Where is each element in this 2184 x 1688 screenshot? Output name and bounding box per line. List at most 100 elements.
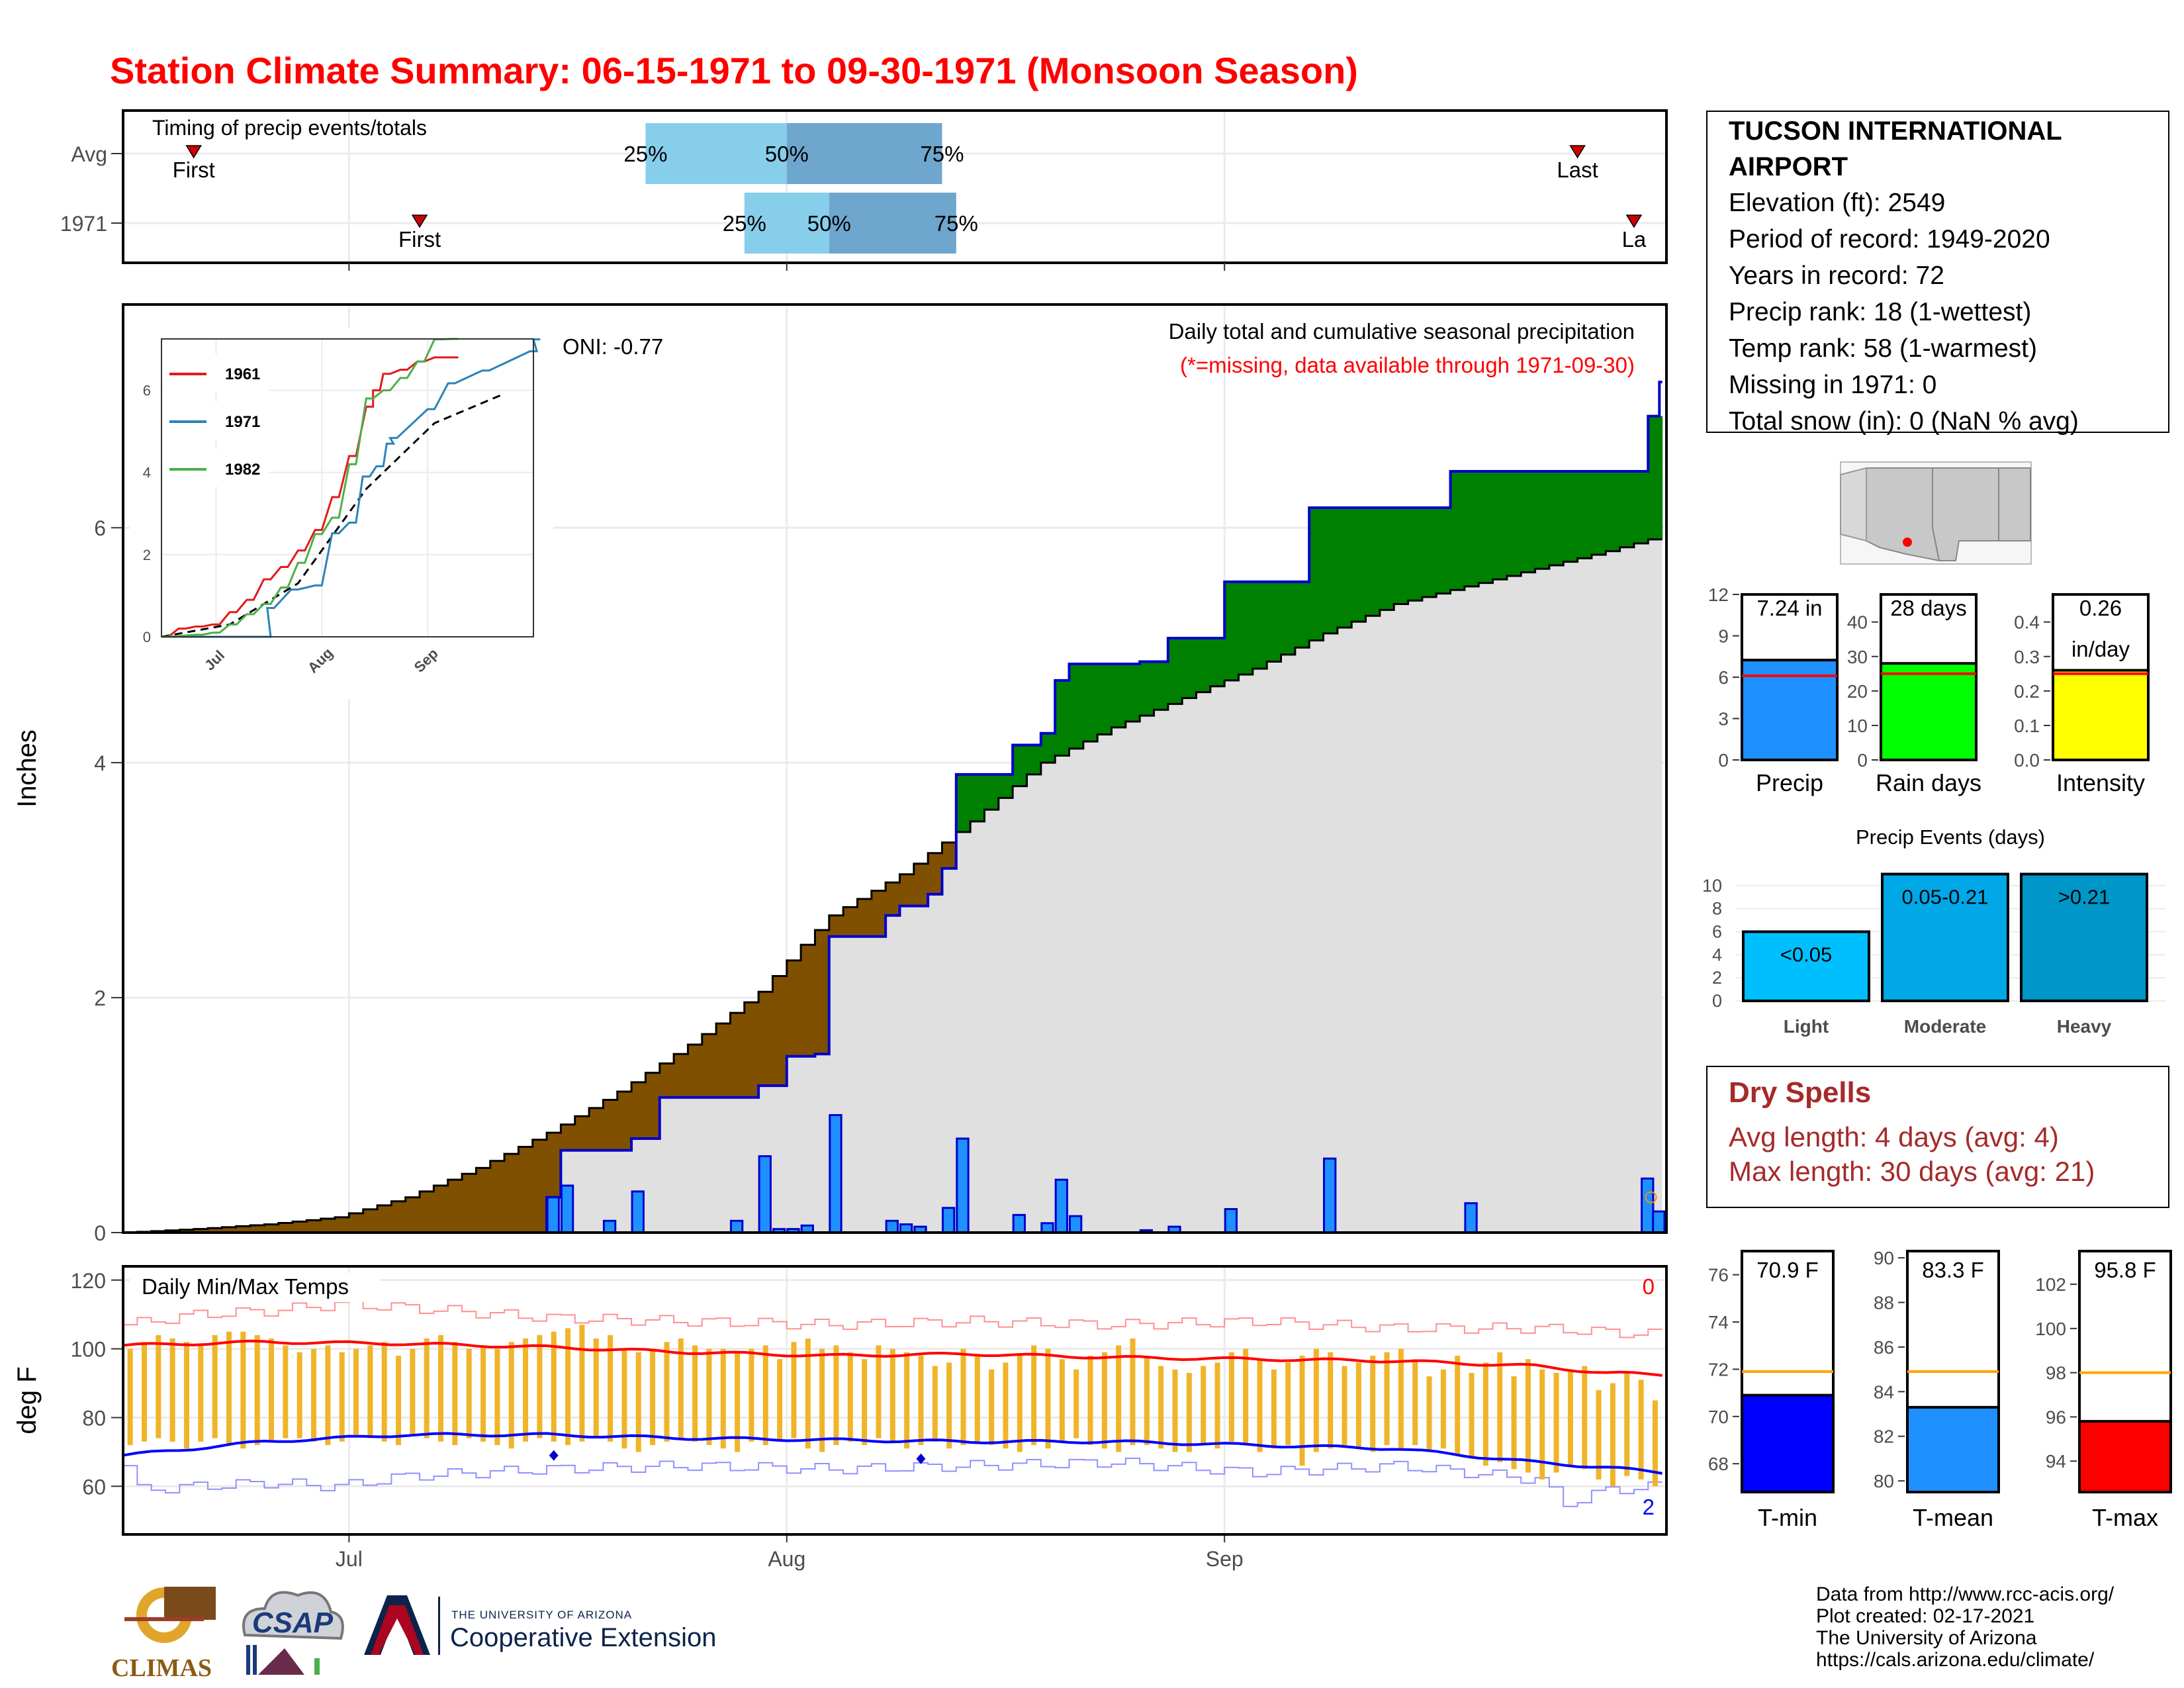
above-average-fill <box>1026 745 1034 774</box>
observed-cumulative-line <box>123 381 1662 1234</box>
summary-category-label: Precip <box>1756 769 1823 796</box>
below-average-fill <box>688 1045 696 1098</box>
daily-temp-bar <box>480 1345 486 1442</box>
daily-temp-bar <box>1582 1366 1588 1470</box>
below-average-fill <box>928 853 936 894</box>
climas-logo: CLIMAS <box>111 1579 217 1682</box>
summary-unit-label: in/day <box>2071 637 2130 661</box>
above-average-fill <box>1005 774 1013 798</box>
daily-temp-bar <box>1440 1369 1446 1449</box>
daily-temp-bar <box>523 1338 529 1442</box>
below-average-fill <box>222 1227 230 1233</box>
temp-summary-y-tick-label: 94 <box>2046 1451 2066 1472</box>
above-average-fill <box>1259 581 1267 669</box>
daily-temp-bar <box>1101 1352 1107 1449</box>
timing-pct-label: 25% <box>723 211 766 236</box>
below-average-fill <box>949 842 957 868</box>
below-average-fill <box>278 1223 286 1233</box>
below-average-fill <box>751 1002 759 1098</box>
temp-summary-y-tick-label: 70 <box>1708 1407 1729 1427</box>
record-min-marker <box>549 1450 559 1461</box>
above-average-fill <box>1125 664 1134 722</box>
temp-x-tick-label: Sep <box>1206 1547 1244 1571</box>
below-average-fill <box>934 853 943 894</box>
summary-y-tick-label: 0 <box>1857 750 1868 771</box>
record-max-count: 0 <box>1643 1274 1655 1299</box>
locator-map <box>1840 461 2032 565</box>
below-average-fill <box>250 1225 258 1233</box>
daily-temp-bar <box>1087 1356 1093 1445</box>
ua-logo: THE UNIVERSITY OF ARIZONA Cooperative Ex… <box>357 1589 754 1668</box>
temp-y-tick-label: 100 <box>71 1338 106 1362</box>
inset-series-line-1961 <box>161 356 459 638</box>
below-average-fill <box>214 1228 222 1233</box>
timing-last-label: La <box>1622 227 1647 252</box>
below-average-fill <box>921 863 929 906</box>
daily-temp-bar <box>198 1345 204 1442</box>
temp-y-label: deg F <box>13 1366 42 1434</box>
above-average-fill <box>1627 471 1635 547</box>
daily-temp-bar <box>635 1352 641 1452</box>
above-average-fill <box>1309 508 1317 641</box>
above-average-fill <box>1140 661 1148 716</box>
daily-temp-bar <box>579 1325 585 1442</box>
daily-temp-bar <box>1186 1372 1192 1452</box>
daily-temp-bar <box>1610 1383 1615 1487</box>
below-average-fill <box>589 1107 597 1150</box>
above-average-fill <box>1606 471 1614 551</box>
above-average-fill <box>1542 471 1550 569</box>
above-average-fill <box>1090 664 1098 742</box>
precip-y-tick-label: 4 <box>94 751 106 775</box>
temp-summary-y-tick-label: 86 <box>1874 1337 1894 1358</box>
below-average-fill <box>539 1139 547 1233</box>
daily-temp-bar <box>424 1338 430 1438</box>
events-y-tick-label: 6 <box>1712 922 1722 942</box>
daily-temp-bar <box>1525 1359 1531 1473</box>
summary-y-tick-label: 9 <box>1718 626 1729 647</box>
summary-value-label: 7.24 in <box>1756 596 1822 620</box>
footer-line-data: Data from http://www.rcc-acis.org/ <box>1816 1583 2115 1605</box>
events-y-tick-label: 10 <box>1702 876 1722 896</box>
timing-pct-label: 50% <box>765 142 809 166</box>
daily-temp-bar <box>1313 1348 1319 1452</box>
summary-y-tick-label: 6 <box>1718 667 1729 688</box>
events-bar-label: 0.05-0.21 <box>1902 885 1989 908</box>
above-average-fill <box>998 774 1007 798</box>
timing-last-label: Last <box>1557 158 1598 182</box>
precip-border <box>122 303 1668 1234</box>
csap-logo: CSAP <box>232 1582 351 1681</box>
temp-border <box>122 1265 1668 1536</box>
above-average-fill <box>1351 508 1359 622</box>
below-average-fill <box>737 1013 745 1098</box>
daily-temp-bar <box>1370 1356 1376 1452</box>
above-average-fill <box>1365 508 1373 616</box>
below-average-fill <box>794 960 801 1056</box>
daily-temp-bar <box>678 1338 684 1438</box>
above-average-fill <box>1358 508 1367 622</box>
footer-line-url: https://cals.arizona.edu/climate/ <box>1816 1649 2095 1671</box>
above-average-fill <box>1175 638 1183 704</box>
summary-y-tick-label: 20 <box>1847 681 1868 702</box>
below-average-fill <box>702 1034 710 1098</box>
below-average-fill <box>631 1082 639 1139</box>
events-category-label: Heavy <box>2057 1016 2112 1037</box>
above-average-fill <box>1118 664 1126 727</box>
daily-temp-bar <box>240 1331 246 1449</box>
daily-temp-bar <box>960 1348 966 1445</box>
daily-temp-bar <box>621 1348 627 1449</box>
below-average-fill <box>659 1063 668 1098</box>
summary-y-tick-label: 0.3 <box>2014 647 2040 667</box>
temp-summary-value-label: 95.8 F <box>2094 1258 2156 1282</box>
below-average-fill <box>574 1116 583 1150</box>
inset-y-tick-label: 4 <box>143 465 151 481</box>
below-average-fill <box>398 1201 406 1233</box>
daily-temp-bar <box>777 1359 783 1442</box>
above-average-fill <box>1344 508 1352 628</box>
below-average-fill <box>772 976 780 1086</box>
below-average-fill <box>497 1160 505 1233</box>
daily-precip-bar <box>758 1155 772 1234</box>
temp-y-tick-label: 80 <box>82 1406 106 1430</box>
summary-y-tick-label: 0.4 <box>2014 612 2040 633</box>
timing-bar-50-75 <box>786 123 942 184</box>
below-average-fill <box>617 1092 625 1150</box>
